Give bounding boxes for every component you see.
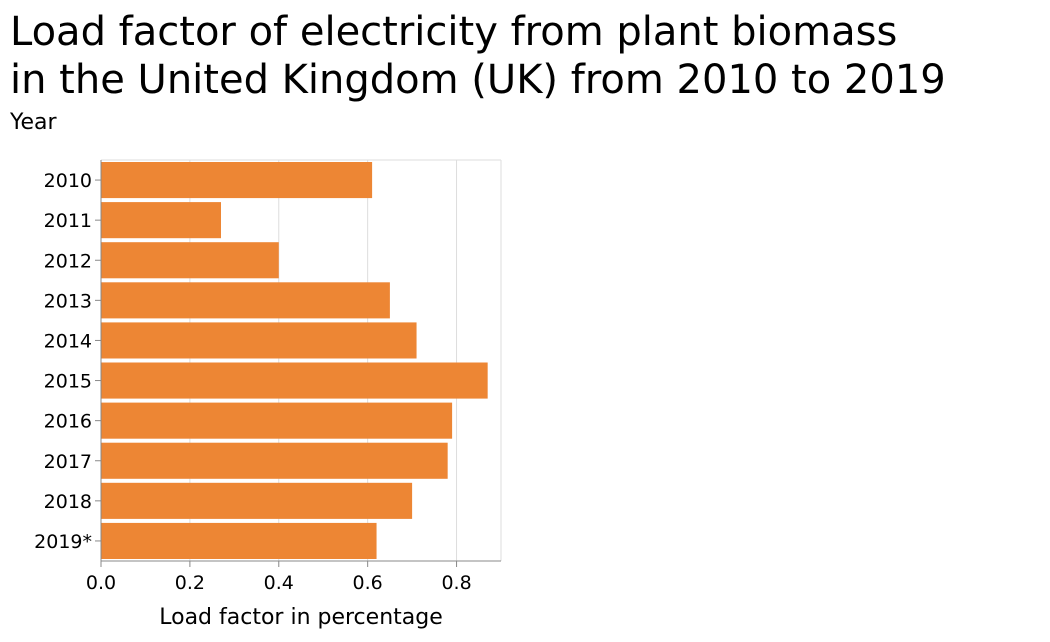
- y-tick-label-2012: 2012: [44, 250, 92, 272]
- chart-title: Load factor of electricity from plant bi…: [10, 8, 946, 104]
- y-tick-label-2019*: 2019*: [34, 531, 92, 553]
- x-tick-label-4: 0.8: [441, 572, 471, 594]
- y-tick-label-2016: 2016: [44, 411, 92, 433]
- x-tick-label-3: 0.6: [353, 572, 383, 594]
- x-tick-label-1: 0.2: [175, 572, 205, 594]
- y-tick-label-2010: 2010: [44, 170, 92, 192]
- bar-2017: [101, 442, 448, 479]
- y-tick-label-2017: 2017: [44, 451, 92, 473]
- x-tick-label-2: 0.4: [264, 572, 294, 594]
- y-tick-label-2015: 2015: [44, 371, 92, 393]
- bar-2012: [101, 242, 279, 279]
- bar-2015: [101, 362, 488, 399]
- chart-title-line-1: Load factor of electricity from plant bi…: [10, 9, 898, 55]
- bar-2016: [101, 402, 453, 439]
- axes: 2010 2011 2012 2013 2014 2015 2016 2017 2018 2019…: [34, 160, 501, 594]
- bar-2014: [101, 322, 417, 359]
- y-tick-label-2014: 2014: [44, 330, 92, 352]
- bar-2011: [101, 202, 221, 239]
- bar-2013: [101, 282, 390, 319]
- x-tick-label-0: 0.0: [86, 572, 116, 594]
- y-tick-label-2018: 2018: [44, 491, 92, 513]
- bars: [101, 162, 488, 559]
- y-tick-label-2011: 2011: [44, 210, 92, 232]
- chart-title-line-2: in the United Kingdom (UK) from 2010 to …: [10, 57, 946, 103]
- y-tick-label-2013: 2013: [44, 290, 92, 312]
- bar-2018: [101, 482, 413, 519]
- x-axis-title: Load factor in percentage: [159, 605, 443, 630]
- y-axis-title: Year: [10, 110, 57, 135]
- bar-2010: [101, 162, 373, 199]
- bar-2019*: [101, 522, 377, 559]
